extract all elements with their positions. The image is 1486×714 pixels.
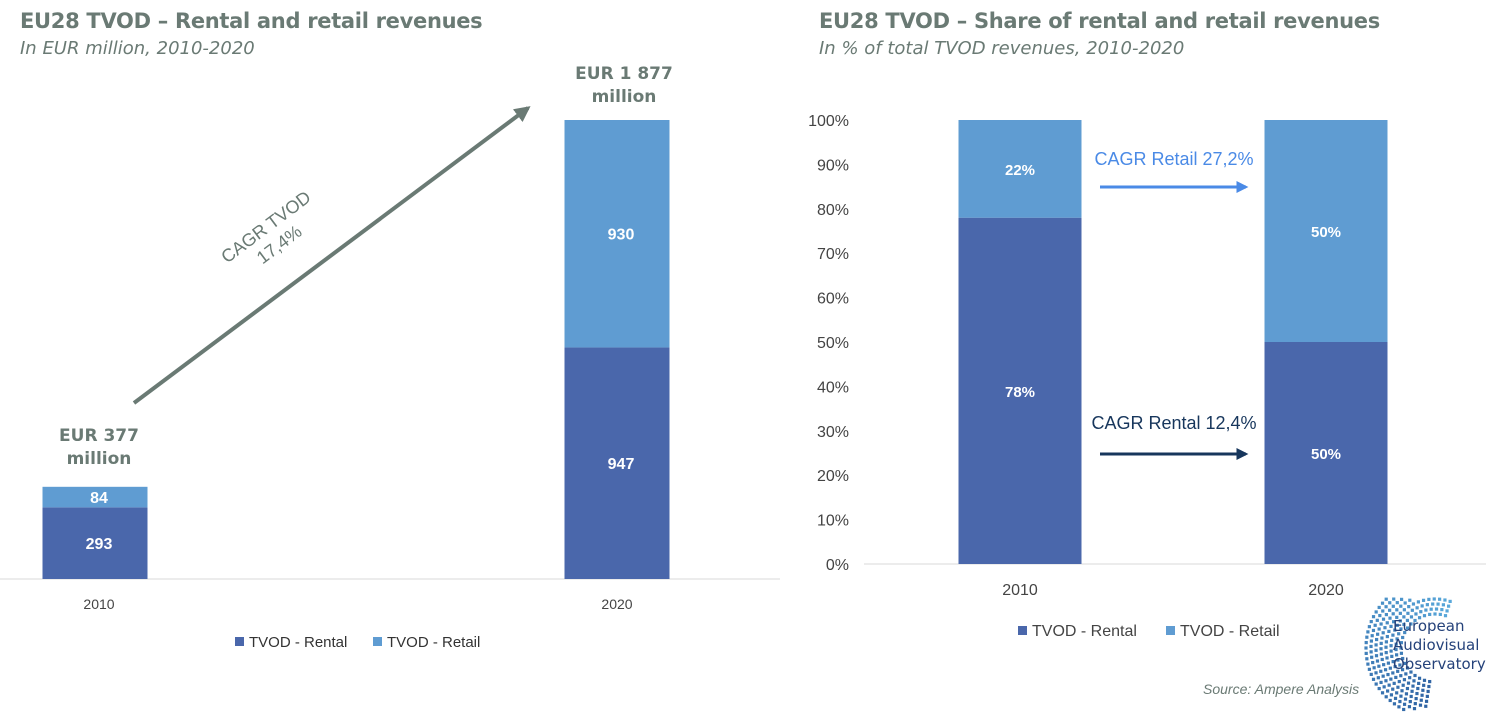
left-bar-2010-retail — [42, 486, 148, 508]
right-y-tick-label: 80% — [817, 202, 849, 219]
left-total-2010-line2: million — [67, 449, 132, 469]
right-y-tick-label: 30% — [817, 424, 849, 441]
left-total-2010-line1: EUR 377 — [59, 426, 139, 446]
right-data-label: 50% — [1311, 446, 1341, 463]
right-legend-swatch-retail — [1166, 626, 1175, 635]
logo-text-line2: Audiovisual — [1393, 636, 1480, 654]
right-legend-label-retail: TVOD - Retail — [1180, 623, 1280, 640]
right-chart-subtitle: In % of total TVOD revenues, 2010-2020 — [819, 38, 1185, 59]
right-y-tick-label: 60% — [817, 291, 849, 308]
right-y-tick-label: 40% — [817, 379, 849, 396]
cagr-retail-label: CAGR Retail 27,2% — [1094, 149, 1253, 169]
right-x-tick-label: 2020 — [1308, 582, 1344, 599]
right-legend: TVOD - Rental TVOD - Retail — [1018, 623, 1280, 640]
left-chart-subtitle: In EUR million, 2010-2020 — [20, 38, 255, 59]
right-y-tick-label: 90% — [817, 157, 849, 174]
left-total-2020-line2: million — [592, 87, 657, 107]
right-y-tick-label: 50% — [817, 335, 849, 352]
left-bar-2020-retail — [564, 120, 670, 348]
cagr-tvod-arrow — [132, 106, 531, 405]
right-legend-label-rental: TVOD - Rental — [1032, 623, 1137, 640]
right-bar-2010-rental — [958, 217, 1082, 564]
right-bar-2010-retail — [958, 120, 1082, 218]
left-chart-panel: EU28 TVOD – Rental and retail revenues I… — [0, 9, 780, 651]
left-legend-swatch-rental — [235, 637, 244, 646]
left-data-label: 947 — [608, 456, 635, 473]
right-y-tick-label: 70% — [817, 246, 849, 263]
right-y-tick-label: 0% — [826, 557, 849, 574]
left-legend: TVOD - Rental TVOD - Retail — [235, 634, 480, 651]
left-legend-label-retail: TVOD - Retail — [387, 634, 480, 651]
logo-text-line3: Observatory — [1393, 655, 1486, 673]
left-chart-svg: 293 84 2010 947 930 2020 EUR 377 million EUR … — [0, 64, 780, 651]
right-y-tick-label: 100% — [808, 113, 849, 130]
right-legend-swatch-rental — [1018, 626, 1027, 635]
right-x-tick-label: 2010 — [1002, 582, 1038, 599]
logo-dots-icon — [1364, 597, 1452, 712]
right-chart-panel: EU28 TVOD – Share of rental and retail r… — [780, 0, 1486, 714]
right-chart-svg: 0% 10% 20% 30% 40% 50% 60% 70% 80% 90% 100% 78% 22%… — [808, 113, 1486, 640]
left-bar-2020-rental — [564, 347, 670, 579]
right-bar-2020-retail — [1264, 120, 1388, 342]
cagr-rental-label: CAGR Rental 12,4% — [1091, 413, 1256, 433]
left-data-label: 84 — [90, 490, 108, 507]
right-data-label: 78% — [1005, 384, 1035, 401]
left-x-tick-label: 2010 — [83, 596, 114, 612]
left-total-2020-line1: EUR 1 877 — [575, 64, 673, 84]
left-x-tick-label: 2020 — [601, 596, 632, 612]
left-data-label: 293 — [86, 536, 113, 553]
right-data-label: 22% — [1005, 162, 1035, 179]
source-note: Source: Ampere Analysis — [1203, 681, 1360, 697]
logo-text-line1: European — [1393, 617, 1465, 635]
right-bar-2020-rental — [1264, 342, 1388, 564]
left-chart-title: EU28 TVOD – Rental and retail revenues — [20, 9, 483, 33]
right-chart-title: EU28 TVOD – Share of rental and retail r… — [819, 9, 1380, 33]
right-data-label: 50% — [1311, 224, 1341, 241]
left-bar-2010-rental — [42, 507, 148, 579]
left-legend-swatch-retail — [373, 637, 382, 646]
right-y-tick-label: 10% — [817, 513, 849, 530]
left-data-label: 930 — [608, 227, 635, 244]
observatory-logo: European Audiovisual Observatory — [1360, 597, 1486, 712]
right-y-tick-label: 20% — [817, 468, 849, 485]
left-legend-label-rental: TVOD - Rental — [249, 634, 347, 651]
